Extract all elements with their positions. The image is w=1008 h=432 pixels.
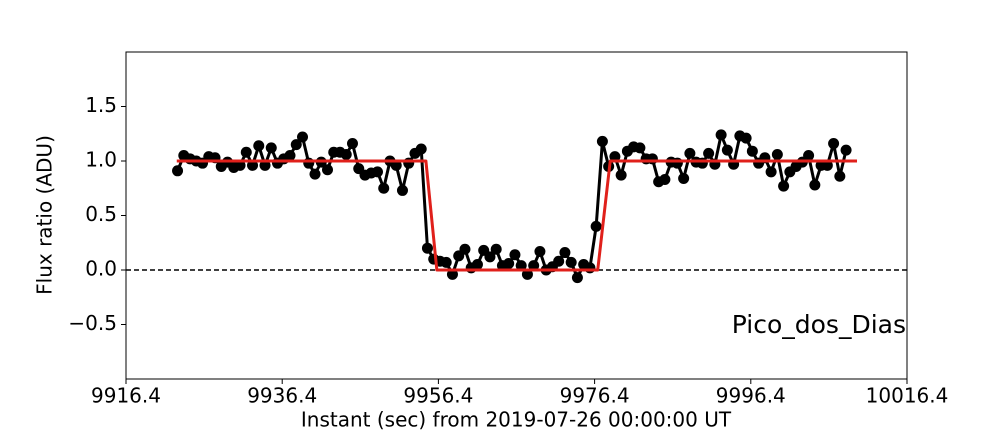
data-point xyxy=(634,142,646,154)
data-point xyxy=(778,180,790,192)
data-point xyxy=(515,260,527,272)
data-point xyxy=(446,268,458,280)
data-point xyxy=(415,143,427,155)
data-point xyxy=(721,144,733,156)
data-point xyxy=(565,256,577,268)
data-point xyxy=(390,159,402,171)
data-point xyxy=(553,255,565,267)
data-point xyxy=(571,272,583,284)
data-point xyxy=(284,150,296,162)
data-point xyxy=(471,259,483,271)
data-point xyxy=(765,166,777,178)
data-point xyxy=(346,138,358,150)
data-point xyxy=(559,247,571,259)
data-point xyxy=(172,165,184,177)
data-point xyxy=(378,182,390,194)
data-point xyxy=(259,159,271,171)
x-tick-label: 9996.4 xyxy=(716,384,786,408)
data-point xyxy=(590,220,602,232)
data-point xyxy=(646,153,658,165)
data-point xyxy=(740,132,752,144)
data-point xyxy=(821,159,833,171)
y-tick-label: 0.0 xyxy=(85,257,117,281)
data-point xyxy=(421,242,433,254)
data-point xyxy=(484,251,496,263)
data-point xyxy=(803,150,815,162)
data-point xyxy=(321,164,333,176)
x-axis-label: Instant (sec) from 2019-07-26 00:00:00 U… xyxy=(301,408,732,432)
data-point xyxy=(290,139,302,151)
data-point xyxy=(659,174,671,186)
data-point xyxy=(521,268,533,280)
data-point xyxy=(371,166,383,178)
data-point xyxy=(297,131,309,143)
y-axis-label: Flux ratio (ADU) xyxy=(33,135,57,295)
x-tick-label: 10016.4 xyxy=(866,384,949,408)
series-line xyxy=(176,159,858,272)
plot-frame xyxy=(125,51,908,380)
data-point xyxy=(265,142,277,154)
y-tick-label: −0.5 xyxy=(68,311,117,335)
data-point xyxy=(840,144,852,156)
data-point xyxy=(596,135,608,147)
data-point xyxy=(528,260,540,272)
data-point xyxy=(234,159,246,171)
data-point xyxy=(396,184,408,196)
data-point xyxy=(247,159,259,171)
data-point xyxy=(746,145,758,157)
x-tick-label: 9976.4 xyxy=(560,384,630,408)
data-point xyxy=(678,172,690,184)
x-tick-label: 9956.4 xyxy=(403,384,473,408)
x-tick-label: 9936.4 xyxy=(247,384,317,408)
data-point xyxy=(309,168,321,180)
y-tick-label: 0.5 xyxy=(85,202,117,226)
data-point xyxy=(440,256,452,268)
data-point xyxy=(771,148,783,160)
data-point xyxy=(684,147,696,159)
data-point xyxy=(703,147,715,159)
data-point xyxy=(828,138,840,150)
data-point xyxy=(534,245,546,257)
data-point xyxy=(509,249,521,261)
data-point xyxy=(340,148,352,160)
data-point xyxy=(503,257,515,269)
data-point xyxy=(696,157,708,169)
data-point xyxy=(834,170,846,182)
data-point xyxy=(240,146,252,158)
y-tick-label: 1.5 xyxy=(85,93,117,117)
data-point xyxy=(715,129,727,141)
data-point xyxy=(615,169,627,181)
data-point xyxy=(490,243,502,255)
data-point xyxy=(584,262,596,274)
y-tick-label: 1.0 xyxy=(85,148,117,172)
data-point xyxy=(303,157,315,169)
data-point xyxy=(671,157,683,169)
data-point xyxy=(809,179,821,191)
data-point xyxy=(459,243,471,255)
annotation: Pico_dos_Dias xyxy=(732,310,906,339)
data-point xyxy=(403,157,415,169)
data-point xyxy=(609,151,621,163)
data-point xyxy=(253,140,265,152)
x-tick-label: 9916.4 xyxy=(91,384,161,408)
